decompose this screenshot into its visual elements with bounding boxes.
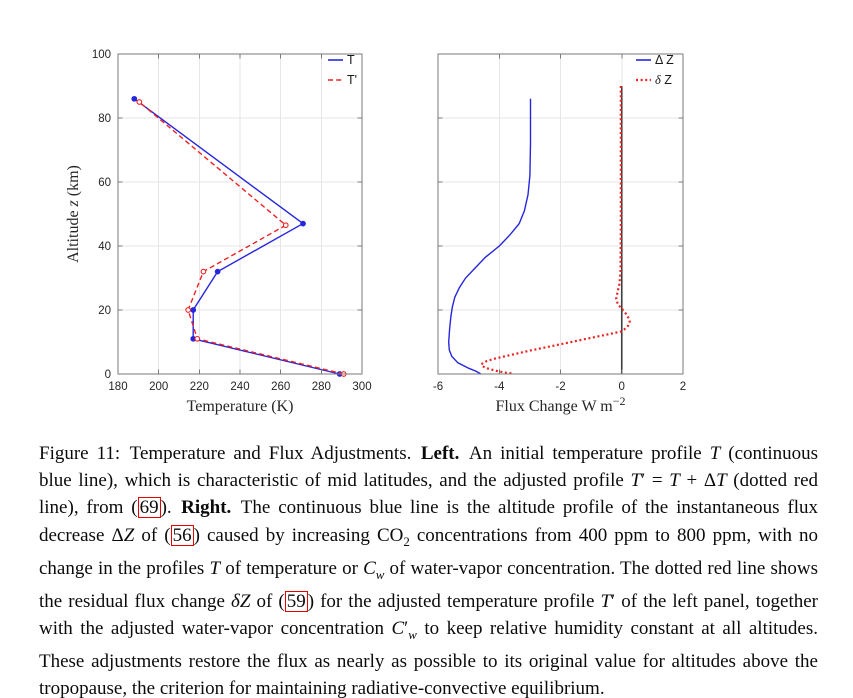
caption-text-segment: 2 [403,533,410,549]
right-legend: Δ Z δ Z [636,53,674,87]
caption-text-segment: of temperature or [220,557,364,579]
caption-text-segment: concentrations from 400 ppm to 800 ppm, … [39,524,819,579]
caption-text-segment: Figure 11: Temperature and Flux Adjustme… [39,443,421,464]
left-series-1-markers [136,99,347,377]
caption-text-segment: T [630,470,642,492]
left-xtick-label: 200 [149,381,168,393]
figure-caption: Figure 11: Temperature and Flux Adjustme… [39,440,818,698]
left-series-1-line [138,101,344,375]
left-ytick-label: 40 [98,241,111,253]
right-ticks [437,53,684,375]
right-xtick-label: -2 [555,381,565,393]
left-xtick-label: 260 [271,381,290,393]
left-ytick-label: 0 [105,369,111,381]
data-point-marker [185,307,191,313]
right-xtick-label: -4 [494,381,505,393]
data-point-marker [200,268,207,275]
left-xtick-label: 180 [108,381,127,393]
caption-text-segment: ′ = [641,470,670,492]
caption-text-segment: T [600,590,612,612]
caption-text-segment: δZ [231,590,251,612]
left-series-0-line [133,98,340,375]
caption-text-segment: (continuous blue line), which is charact… [39,443,818,492]
legend-label: T [347,53,355,67]
caption-text-segment: w [375,566,385,582]
right-xaxis-label: Flux Change W m−2 [496,394,626,415]
legend-label: δ Z [655,73,672,87]
left-yaxis-label: Altitude z (km) [65,165,82,263]
caption-text-segment: of ( [250,590,285,612]
caption-text-segment: (dotted red line), from ( [39,470,819,519]
caption-text-segment: T [709,443,721,464]
caption-text-segment: The continuous blue line is the altitude… [39,497,818,546]
left-series-0-markers [131,95,343,377]
left-ytick-label: 80 [98,113,111,125]
left-ytick-label: 100 [92,49,111,61]
right-xtick-label: -6 [433,381,443,393]
data-point-marker [136,99,143,105]
data-point-marker [194,335,201,342]
caption-text-segment: ) caused by increasing CO [193,524,404,546]
data-point-marker [282,222,289,229]
caption-text-segment: ′ of the left panel, together with the a… [39,590,818,639]
figure-plots-svg: 180 200 220 240 260 280 300020406080100Tempera… [65,49,686,415]
right-series-1-line [480,86,631,375]
legend-label: Δ Z [655,53,674,67]
caption-text-segment: Z [123,524,135,546]
data-point-marker [300,220,306,227]
left-plot: 180 200 220 240 260 280 300 0 20 40 60 80 100 Tempera… [65,49,372,415]
caption-text-segment: of water-vapor concentration. The dotted… [39,557,818,612]
caption-text-segment: + Δ [679,470,717,492]
left-xtick-label: 280 [312,381,331,393]
left-xtick-label: 220 [190,381,209,393]
caption-text-segment: An initial temperature profile [459,443,710,464]
caption-text-segment: to keep relative humidity constant at al… [39,617,818,698]
caption-text-segment: ). [160,497,182,519]
left-xtick-label: 300 [352,381,371,393]
right-xtick-label: 0 [619,381,625,393]
caption-text-segment: T [669,470,680,492]
caption-text-segment: Right. [181,497,232,519]
left-ytick-label: 60 [98,177,111,189]
left-ticks [117,53,363,375]
caption-text-segment: T [209,557,221,579]
left-xtick-label: 240 [230,381,249,393]
caption-text-segment: of ( [134,524,171,546]
caption-text-segment: T [716,470,727,492]
caption-text-segment: ) for the adjusted temperature profile [307,590,601,612]
right-gridlines [438,54,683,374]
caption-text-segment: w [408,626,417,642]
citation-ref[interactable]: 56 [170,524,194,546]
left-ytick-label: 20 [98,305,111,317]
right-plot: -6 -4 -2 0 2 Flux Change W m−2 Δ Z δ Z [433,53,686,415]
left-legend: T T' [328,53,357,87]
data-point-marker [190,307,197,313]
legend-label: T' [347,73,357,87]
data-point-marker [131,95,138,102]
caption-text-segment: ′ [404,617,409,639]
left-gridlines [118,54,362,374]
caption-text-segment: C [391,617,405,639]
citation-ref[interactable]: 59 [284,590,308,612]
left-xaxis-label: Temperature (K) [187,398,294,415]
data-point-marker [214,268,221,275]
caption-text-segment: Left. [420,443,460,464]
citation-ref[interactable]: 69 [137,497,161,519]
caption-text-segment: C [363,557,376,579]
right-xtick-label: 2 [680,381,686,393]
right-series-0-line [447,98,532,375]
